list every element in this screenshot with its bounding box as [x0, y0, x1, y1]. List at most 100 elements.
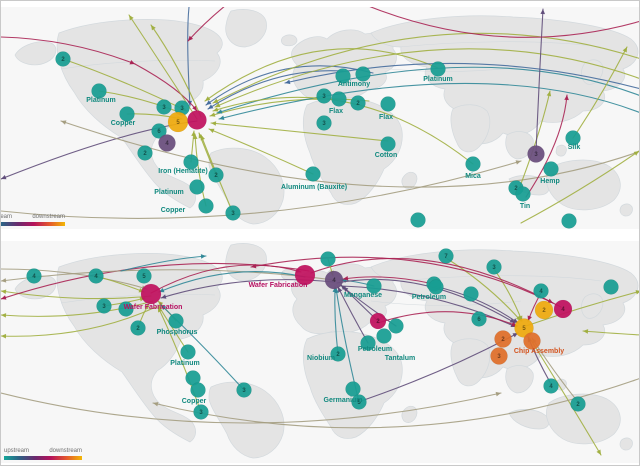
flow-arrow-icon: [343, 276, 349, 281]
flow-arrow-icon: [153, 401, 159, 407]
material-node: [565, 130, 581, 146]
material-node: [494, 330, 512, 348]
country-border: [60, 293, 216, 304]
country-border: [398, 275, 602, 282]
flow-arrow-icon: [61, 120, 67, 125]
material-node: [96, 298, 112, 314]
material-node: [236, 382, 252, 398]
flow-line: [214, 48, 639, 108]
node-count: 2: [542, 308, 546, 314]
material-node: [428, 279, 444, 295]
flow-arrow-icon: [546, 91, 552, 97]
material-node: [193, 404, 209, 420]
flow-arrow-icon: [564, 95, 569, 101]
flow-line: [250, 256, 562, 308]
flow-line: [60, 120, 639, 188]
node-count: 5: [176, 120, 180, 126]
material-node: [187, 110, 207, 130]
material-node: [316, 88, 332, 104]
material-node: [490, 347, 508, 365]
flow-arrow-icon: [210, 112, 216, 117]
flow-arrow-icon: [338, 287, 343, 293]
node-label: Aluminum (Bauxite): [281, 184, 347, 191]
flow-arrow-icon: [188, 35, 194, 41]
material-node: [183, 154, 199, 170]
node-count: 2: [61, 57, 65, 63]
flow-line: [518, 90, 551, 190]
node-count: 3: [102, 304, 106, 310]
map-panel-materials: 2 3 3 6 2 5 4 2 3 3 2 3 3 2 Platinum Copper Iron (Hemati…: [1, 7, 639, 229]
material-node: [130, 320, 146, 336]
node-label: Cotton: [375, 152, 398, 159]
flow-line: [525, 290, 639, 327]
country-border: [398, 41, 602, 48]
node-count: 6: [477, 317, 481, 323]
flow-arrow-icon: [495, 391, 501, 397]
material-node: [471, 311, 487, 327]
node-label: Wafer Fabrication: [249, 282, 308, 289]
continent-shape: [619, 437, 633, 451]
node-count: 3: [534, 152, 538, 158]
material-node: [208, 167, 224, 183]
flow-line: [150, 264, 302, 294]
material-node: [543, 378, 559, 394]
material-node: [350, 95, 366, 111]
flow-line: [210, 122, 389, 142]
flow-line: [369, 7, 639, 38]
flow-arrow-icon: [633, 151, 639, 156]
node-label: Flax: [379, 114, 393, 121]
material-node: [351, 394, 367, 410]
material-node: [88, 268, 104, 284]
flow-arrow-icon: [213, 107, 219, 112]
flow-line: [1, 160, 522, 219]
material-node: [136, 268, 152, 284]
node-count: 3: [492, 265, 496, 271]
continent-shape: [225, 243, 267, 282]
flow-line: [120, 255, 207, 272]
node-label: Chip Assembly: [514, 348, 564, 355]
node-label: Germanium: [324, 397, 363, 404]
legend-gradient-bar: [4, 456, 82, 460]
material-node: [118, 301, 134, 317]
material-node: [366, 278, 382, 294]
material-node: [360, 335, 376, 351]
flow-arrow-icon: [211, 121, 217, 126]
node-count: 7: [444, 254, 448, 260]
flow-line: [520, 150, 639, 224]
continent-shape: [401, 405, 418, 423]
material-node: [543, 161, 559, 177]
material-node: [380, 96, 396, 112]
material-node: [553, 299, 573, 319]
material-node: [534, 300, 554, 320]
material-node: [198, 198, 214, 214]
material-node: [55, 51, 71, 67]
material-node: [168, 313, 184, 329]
node-label: Hemp: [540, 178, 559, 185]
flow-arrow-icon: [527, 315, 532, 321]
flow-line: [187, 7, 191, 107]
flow-arrow-icon: [635, 290, 639, 295]
flow-arrow-icon: [206, 100, 212, 105]
flow-arrow-icon: [187, 100, 193, 106]
flow-line: [212, 32, 639, 104]
legend-gradient-bar: [1, 222, 65, 226]
node-count: 3: [322, 94, 326, 100]
continent-shape: [208, 147, 285, 225]
flow-arrow-icon: [161, 305, 167, 311]
continent-shape: [280, 34, 298, 47]
node-count: 5: [357, 400, 361, 406]
material-node: [331, 91, 347, 107]
flow-arrow-icon: [583, 329, 589, 334]
material-node: [463, 286, 479, 302]
flow-line: [208, 128, 314, 175]
flow-arrow-icon: [343, 287, 349, 292]
flow-line: [157, 306, 202, 413]
flow-line: [1, 306, 157, 337]
node-count: 3: [162, 105, 166, 111]
node-count: 5: [142, 274, 146, 280]
continent-shape: [291, 29, 397, 101]
node-count: 2: [514, 186, 518, 192]
flow-line: [1, 300, 154, 317]
flow-arrow-icon: [192, 134, 198, 140]
